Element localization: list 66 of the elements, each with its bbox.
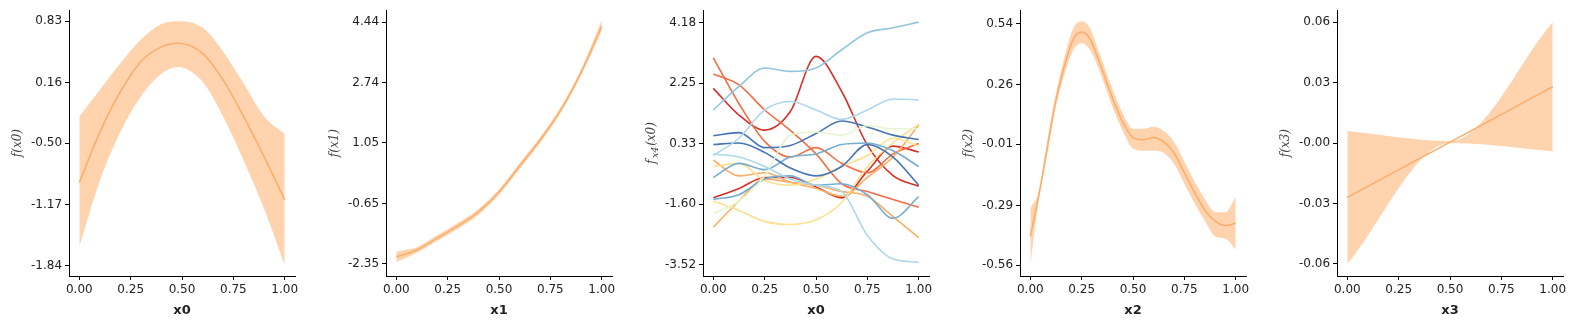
y-tick-label: 1.05 [352,135,380,150]
line-series [712,21,920,111]
y-tick-label: 2.74 [352,74,380,89]
x-axis-title: x0 [173,301,191,317]
x-tick-label: 0.25 [1068,282,1096,297]
y-tick-label: 2.25 [669,75,697,90]
x-tick-label: 0.50 [802,282,830,297]
line-series [712,175,920,220]
y-tick-label: -2.35 [347,256,380,271]
x-tick-label: 1.00 [1539,282,1567,297]
y-tick-label: -1.17 [30,196,63,211]
y-axis-title: f(x2) [961,128,976,159]
y-tick-label: -0.03 [1298,195,1331,210]
x-tick-label: 1.00 [588,282,616,297]
x-tick-label: 0.00 [699,282,727,297]
x-tick-label: 1.00 [1222,282,1250,297]
x-tick-label: 0.25 [117,282,145,297]
x-tick-label: 0.25 [434,282,462,297]
line-series [712,142,920,179]
y-tick-label: 0.06 [1303,14,1331,29]
x-tick-label: 0.50 [168,282,196,297]
y-tick-label: -0.01 [981,136,1014,151]
x-tick-label: 0.00 [1016,282,1044,297]
y-tick-label: 0.16 [35,74,63,89]
x-tick-label: 0.75 [220,282,247,297]
x-tick-label: 1.00 [905,282,933,297]
y-tick-label: 0.03 [1303,74,1331,89]
y-axis-title: f(x3) [1278,128,1293,159]
line-series [78,42,286,201]
y-tick-label: 0.26 [986,77,1014,92]
y-tick-label: 0.54 [986,15,1014,30]
y-tick-label: 0.33 [669,135,697,150]
y-tick-label: -0.29 [981,197,1014,212]
x-axis-title: x1 [490,301,508,317]
x-tick-label: 0.50 [485,282,513,297]
x-axis-title: x0 [807,301,825,317]
x-tick-label: 0.00 [65,282,93,297]
y-axis-title: f(x1) [327,128,342,159]
x-tick-label: 0.25 [1385,282,1413,297]
y-tick-label: -0.50 [30,135,63,150]
y-tick-label: -0.56 [981,257,1014,272]
y-tick-label: 0.83 [35,13,63,28]
line-series [712,120,920,149]
x-tick-label: 0.75 [537,282,564,297]
y-tick-label: -0.00 [1298,135,1331,150]
x-axis-title: x2 [1124,301,1142,317]
x-tick-label: 0.75 [1171,282,1198,297]
x-tick-label: 0.75 [1488,282,1515,297]
y-tick-label: 4.18 [669,14,697,29]
x-tick-label: 0.50 [1436,282,1464,297]
x-tick-label: 0.00 [1333,282,1361,297]
x-tick-label: 0.00 [382,282,410,297]
x-axis-title: x3 [1441,301,1459,317]
y-tick-label: 4.44 [352,14,380,29]
x-tick-label: 1.00 [271,282,299,297]
y-tick-label: -0.65 [347,195,380,210]
x-tick-label: 0.25 [751,282,779,297]
y-axis-title: fx4(x0) [644,121,661,166]
y-tick-label: -1.84 [30,258,63,273]
y-tick-label: -1.60 [664,196,697,211]
x-tick-label: 0.75 [854,282,881,297]
y-tick-label: -0.06 [1298,256,1331,271]
line-series [1029,31,1237,238]
x-tick-label: 0.50 [1119,282,1147,297]
y-axis-title: f(x0) [10,128,25,159]
y-tick-label: -3.52 [664,256,697,271]
